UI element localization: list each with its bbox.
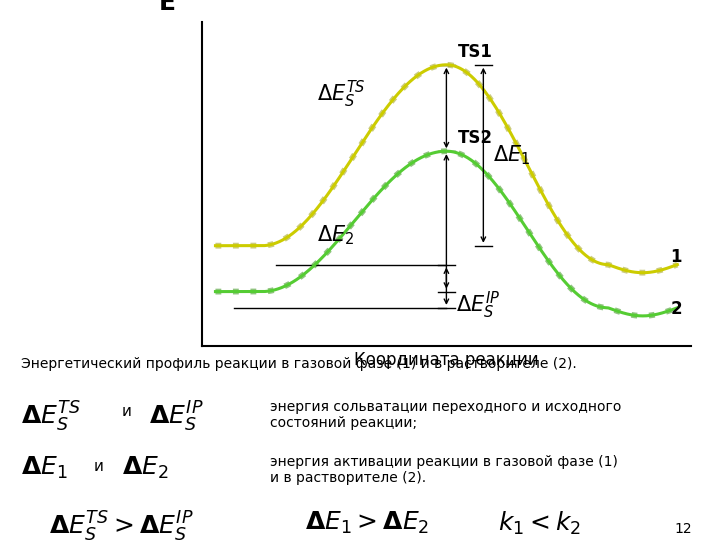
Text: $\mathbf{\Delta} \mathit{E}_S^{TS}$: $\mathbf{\Delta} \mathit{E}_S^{TS}$ bbox=[22, 400, 81, 434]
Text: $\mathbf{\Delta} \mathit{E}_1$: $\mathbf{\Delta} \mathit{E}_1$ bbox=[22, 455, 68, 481]
Text: и: и bbox=[94, 459, 104, 474]
Text: $\Delta E_2$: $\Delta E_2$ bbox=[317, 223, 354, 247]
Text: $\Delta E_S^{TS}$: $\Delta E_S^{TS}$ bbox=[317, 79, 366, 110]
Text: $\mathit{k}_1 < \mathit{k}_2$: $\mathit{k}_1 < \mathit{k}_2$ bbox=[498, 510, 581, 537]
Text: $\mathbf{\Delta} \mathit{E}_2$: $\mathbf{\Delta} \mathit{E}_2$ bbox=[122, 455, 168, 481]
Text: TS1: TS1 bbox=[458, 43, 492, 60]
Text: Энергетический профиль реакции в газовой фазе (1) и в растворителе (2).: Энергетический профиль реакции в газовой… bbox=[22, 357, 577, 370]
Text: $\mathbf{\Delta} \mathit{E}_S^{IP}$: $\mathbf{\Delta} \mathit{E}_S^{IP}$ bbox=[149, 400, 204, 434]
X-axis label: Координата реакции: Координата реакции bbox=[354, 351, 539, 369]
Text: энергия сольватации переходного и исходного
состояний реакции;: энергия сольватации переходного и исходн… bbox=[270, 400, 621, 430]
Text: TS2: TS2 bbox=[458, 129, 493, 147]
Text: $\mathbf{\Delta} \mathit{E}_S^{TS} > \mathbf{\Delta} \mathit{E}_S^{IP}$: $\mathbf{\Delta} \mathit{E}_S^{TS} > \ma… bbox=[49, 510, 194, 540]
Text: и: и bbox=[122, 404, 132, 419]
Text: 12: 12 bbox=[674, 522, 692, 536]
Text: 2: 2 bbox=[670, 300, 682, 318]
Text: $\Delta E_S^{IP}$: $\Delta E_S^{IP}$ bbox=[456, 289, 500, 321]
Text: энергия активации реакции в газовой фазе (1)
и в растворителе (2).: энергия активации реакции в газовой фазе… bbox=[270, 455, 618, 485]
Text: $\Delta E_1$: $\Delta E_1$ bbox=[492, 144, 530, 167]
Text: $\mathbf{\Delta} \mathit{E}_1 > \mathbf{\Delta} \mathit{E}_2$: $\mathbf{\Delta} \mathit{E}_1 > \mathbf{… bbox=[305, 510, 429, 536]
Text: E: E bbox=[159, 0, 176, 15]
Text: 1: 1 bbox=[670, 247, 682, 266]
